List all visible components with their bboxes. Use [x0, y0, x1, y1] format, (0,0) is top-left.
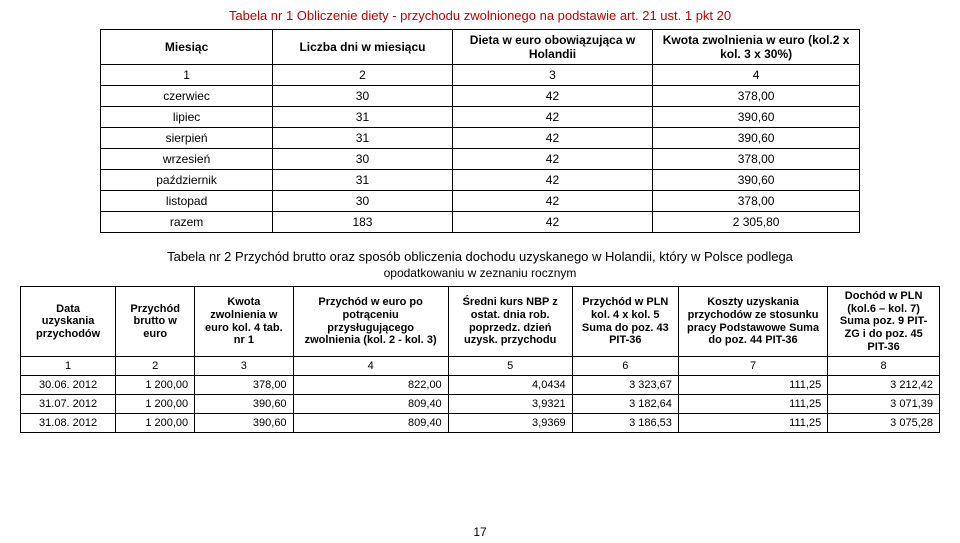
table2-title: Tabela nr 2 Przychód brutto oraz sposób …	[20, 249, 940, 264]
table-cell: 390,60	[195, 414, 293, 433]
table-cell: 42	[452, 191, 652, 212]
t2-n4: 5	[448, 357, 572, 376]
t1-n3: 4	[653, 65, 860, 86]
table2-subtitle: opodatkowaniu w zeznaniu rocznym	[20, 266, 940, 280]
table2-header-row: Data uzyskania przychodów Przychód brutt…	[21, 287, 940, 357]
t2-h0: Data uzyskania przychodów	[21, 287, 116, 357]
table-cell: wrzesień	[101, 149, 273, 170]
table-cell: 390,60	[653, 128, 860, 149]
t2-n2: 3	[195, 357, 293, 376]
t1-h3: Kwota zwolnienia w euro (kol.2 x kol. 3 …	[653, 30, 860, 65]
table-cell: 42	[452, 128, 652, 149]
table-cell: 111,25	[678, 376, 827, 395]
table-cell: 30.06. 2012	[21, 376, 116, 395]
t2-n7: 8	[828, 357, 940, 376]
table2: Data uzyskania przychodów Przychód brutt…	[20, 286, 940, 433]
table-cell: 42	[452, 149, 652, 170]
table-cell: 1 200,00	[116, 414, 195, 433]
page-number: 17	[0, 525, 960, 539]
table-cell: 30	[273, 149, 453, 170]
t2-h6: Koszty uzyskania przychodów ze stosunku …	[678, 287, 827, 357]
table-cell: czerwiec	[101, 86, 273, 107]
table-cell: 390,60	[653, 170, 860, 191]
table-cell: 390,60	[653, 107, 860, 128]
table-cell: 390,60	[195, 395, 293, 414]
table-cell: 3 323,67	[572, 376, 678, 395]
table-cell: październik	[101, 170, 273, 191]
table-cell: 111,25	[678, 395, 827, 414]
table-row: sierpień3142390,60	[101, 128, 860, 149]
table-cell: sierpień	[101, 128, 273, 149]
table-cell: 31.08. 2012	[21, 414, 116, 433]
table-cell: 378,00	[195, 376, 293, 395]
t1-n1: 2	[273, 65, 453, 86]
table2-numrow: 1 2 3 4 5 6 7 8	[21, 357, 940, 376]
t2-h1: Przychód brutto w euro	[116, 287, 195, 357]
table-cell: lipiec	[101, 107, 273, 128]
table-cell: 3 212,42	[828, 376, 940, 395]
table-row: wrzesień3042378,00	[101, 149, 860, 170]
t2-n6: 7	[678, 357, 827, 376]
table-cell: 1 200,00	[116, 376, 195, 395]
table-cell: 42	[452, 86, 652, 107]
table1-numrow: 1 2 3 4	[101, 65, 860, 86]
table-cell: 31	[273, 107, 453, 128]
table-cell: 3 186,53	[572, 414, 678, 433]
t2-h3: Przychód w euro po potrąceniu przysługuj…	[293, 287, 448, 357]
table-cell: 30	[273, 86, 453, 107]
table-row: 30.06. 20121 200,00378,00822,004,04343 3…	[21, 376, 940, 395]
t2-h7: Dochód w PLN (kol.6 – kol. 7) Suma poz. …	[828, 287, 940, 357]
t2-n3: 4	[293, 357, 448, 376]
table-cell: 42	[452, 107, 652, 128]
t1-h2: Dieta w euro obowiązująca w Holandii	[452, 30, 652, 65]
table-cell: 30	[273, 191, 453, 212]
t2-n0: 1	[21, 357, 116, 376]
table-cell: 809,40	[293, 414, 448, 433]
table-cell: 31.07. 2012	[21, 395, 116, 414]
t1-n2: 3	[452, 65, 652, 86]
table-cell: 31	[273, 128, 453, 149]
t2-h2: Kwota zwolnienia w euro kol. 4 tab. nr 1	[195, 287, 293, 357]
t1-tot1: 183	[273, 212, 453, 233]
t1-tot0: razem	[101, 212, 273, 233]
t1-tot2: 42	[452, 212, 652, 233]
table-cell: 809,40	[293, 395, 448, 414]
table-row: czerwiec3042378,00	[101, 86, 860, 107]
t1-h1: Liczba dni w miesiącu	[273, 30, 453, 65]
table1-header-row: Miesiąc Liczba dni w miesiącu Dieta w eu…	[101, 30, 860, 65]
table-row: listopad3042378,00	[101, 191, 860, 212]
t1-n0: 1	[101, 65, 273, 86]
table-cell: 111,25	[678, 414, 827, 433]
table-cell: 31	[273, 170, 453, 191]
table-cell: 378,00	[653, 191, 860, 212]
table-cell: 3,9369	[448, 414, 572, 433]
t1-tot3: 2 305,80	[653, 212, 860, 233]
table-row: lipiec3142390,60	[101, 107, 860, 128]
table-cell: 1 200,00	[116, 395, 195, 414]
table-cell: 3 182,64	[572, 395, 678, 414]
t2-n5: 6	[572, 357, 678, 376]
t2-h4: Średni kurs NBP z ostat. dnia rob. poprz…	[448, 287, 572, 357]
table1-total-row: razem 183 42 2 305,80	[101, 212, 860, 233]
table-cell: 42	[452, 170, 652, 191]
table-cell: 822,00	[293, 376, 448, 395]
table-cell: 378,00	[653, 86, 860, 107]
table-row: 31.08. 20121 200,00390,60809,403,93693 1…	[21, 414, 940, 433]
table-cell: 378,00	[653, 149, 860, 170]
table-row: 31.07. 20121 200,00390,60809,403,93213 1…	[21, 395, 940, 414]
table-row: październik3142390,60	[101, 170, 860, 191]
table1-title: Tabela nr 1 Obliczenie diety - przychodu…	[20, 8, 940, 23]
table1: Miesiąc Liczba dni w miesiącu Dieta w eu…	[100, 29, 860, 233]
table-cell: 3,9321	[448, 395, 572, 414]
table-cell: 3 071,39	[828, 395, 940, 414]
t2-h5: Przychód w PLN kol. 4 x kol. 5 Suma do p…	[572, 287, 678, 357]
t2-n1: 2	[116, 357, 195, 376]
table-cell: 3 075,28	[828, 414, 940, 433]
table-cell: 4,0434	[448, 376, 572, 395]
table-cell: listopad	[101, 191, 273, 212]
t1-h0: Miesiąc	[101, 30, 273, 65]
